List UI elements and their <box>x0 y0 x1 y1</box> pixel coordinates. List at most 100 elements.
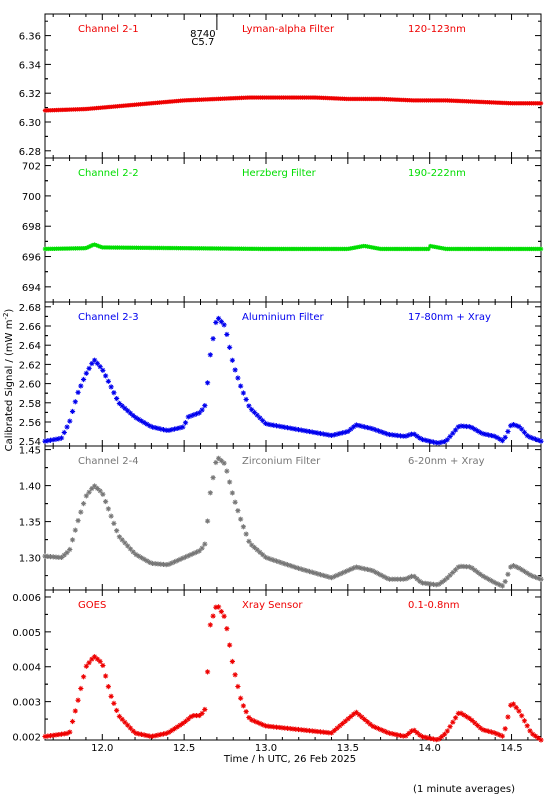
data-point <box>232 499 238 505</box>
data-point <box>84 245 90 250</box>
y-tick-label: 1.35 <box>19 518 41 529</box>
data-point <box>196 712 202 719</box>
data-point <box>204 380 211 386</box>
data-point <box>249 542 255 548</box>
data-point <box>182 718 189 724</box>
data-point <box>370 426 376 432</box>
data-point <box>67 546 73 553</box>
data-point <box>486 576 492 582</box>
data-point <box>417 435 423 441</box>
data-point <box>155 425 161 431</box>
data-point <box>475 569 481 575</box>
data-point <box>508 564 514 570</box>
y-tick-label: 2.66 <box>19 322 41 333</box>
panels: 6.28 6.30 6.32 6.34 6.36 Channel 2-1 Lyman-alp… <box>12 13 544 744</box>
data-point <box>527 434 533 440</box>
data-point <box>238 516 244 522</box>
data-point <box>180 424 186 430</box>
data-point <box>441 577 448 583</box>
data-point <box>191 550 197 556</box>
data-point <box>127 546 134 552</box>
y-tick-label: 6.32 <box>19 89 41 100</box>
data-point <box>306 428 313 435</box>
y-tick-label: 1.45 <box>19 446 41 457</box>
data-point <box>422 734 428 740</box>
data-point <box>92 357 98 363</box>
data-point <box>505 714 511 720</box>
data-point <box>356 423 362 429</box>
y-tick-label: 2.58 <box>19 399 41 410</box>
data-point <box>246 714 252 721</box>
data-point <box>359 423 365 429</box>
data-point <box>86 660 92 666</box>
data-point <box>516 708 522 714</box>
data-point <box>80 501 87 507</box>
data-point <box>174 558 180 564</box>
data-point <box>64 424 70 430</box>
data-point <box>419 734 426 740</box>
data-point <box>122 719 128 725</box>
data-point <box>348 713 354 720</box>
data-point <box>158 426 164 432</box>
data-point <box>422 437 428 443</box>
data-point <box>475 722 481 729</box>
data-point <box>80 674 87 680</box>
data-point <box>94 485 100 492</box>
data-point <box>276 423 282 429</box>
filter-label: Lyman-alpha Filter <box>242 24 335 35</box>
data-point <box>384 729 390 735</box>
data-point <box>340 430 346 436</box>
data-point <box>284 562 291 568</box>
data-point <box>243 709 249 715</box>
data-point <box>141 732 147 738</box>
y-tick-label: 0.006 <box>12 593 41 604</box>
data-point <box>425 581 431 587</box>
data-point <box>370 723 376 729</box>
data-point <box>133 730 139 736</box>
data-point <box>530 435 536 441</box>
data-point <box>505 571 511 577</box>
data-point <box>527 572 533 578</box>
data-point <box>53 732 59 738</box>
data-point <box>532 436 539 442</box>
data-point <box>455 710 461 717</box>
data-point <box>477 429 483 436</box>
data-point <box>293 564 299 571</box>
data-point <box>221 460 227 466</box>
data-point <box>133 551 139 558</box>
data-point <box>42 438 48 444</box>
data-point <box>444 437 450 443</box>
data-point <box>469 717 475 724</box>
y-tick-label: 2.56 <box>19 418 41 429</box>
data-point <box>103 498 109 505</box>
data-point <box>232 672 238 678</box>
data-point <box>204 669 211 675</box>
panel-channel-2-4: 1.30 1.35 1.40 1.45 Channel 2-4 Zirconium Fil… <box>19 445 544 591</box>
data-point <box>92 483 98 489</box>
data-point <box>477 571 483 577</box>
data-point <box>229 658 235 665</box>
data-point <box>426 246 431 252</box>
data-point <box>216 315 222 322</box>
data-point <box>290 563 296 570</box>
data-point <box>521 429 528 435</box>
band-label: 6-20nm + Xray <box>408 456 485 467</box>
data-point <box>138 731 145 737</box>
data-point <box>144 732 150 739</box>
y-tick-label: 6.34 <box>19 60 41 71</box>
data-point <box>403 576 409 582</box>
data-point <box>213 604 219 610</box>
data-point <box>306 568 313 575</box>
data-point <box>111 700 117 706</box>
data-point <box>89 360 95 367</box>
data-point <box>348 426 354 432</box>
data-point <box>287 726 293 732</box>
data-point <box>422 580 428 586</box>
data-point <box>320 431 326 437</box>
filter-label: Aluminium Filter <box>242 312 325 323</box>
data-point <box>185 716 191 722</box>
data-point <box>160 731 167 737</box>
x-axis-tick-labels: 12.0 12.5 13.0 13.5 14.0 14.5 <box>91 743 523 754</box>
data-point <box>312 570 318 576</box>
y-tick-label: 2.62 <box>19 360 41 371</box>
